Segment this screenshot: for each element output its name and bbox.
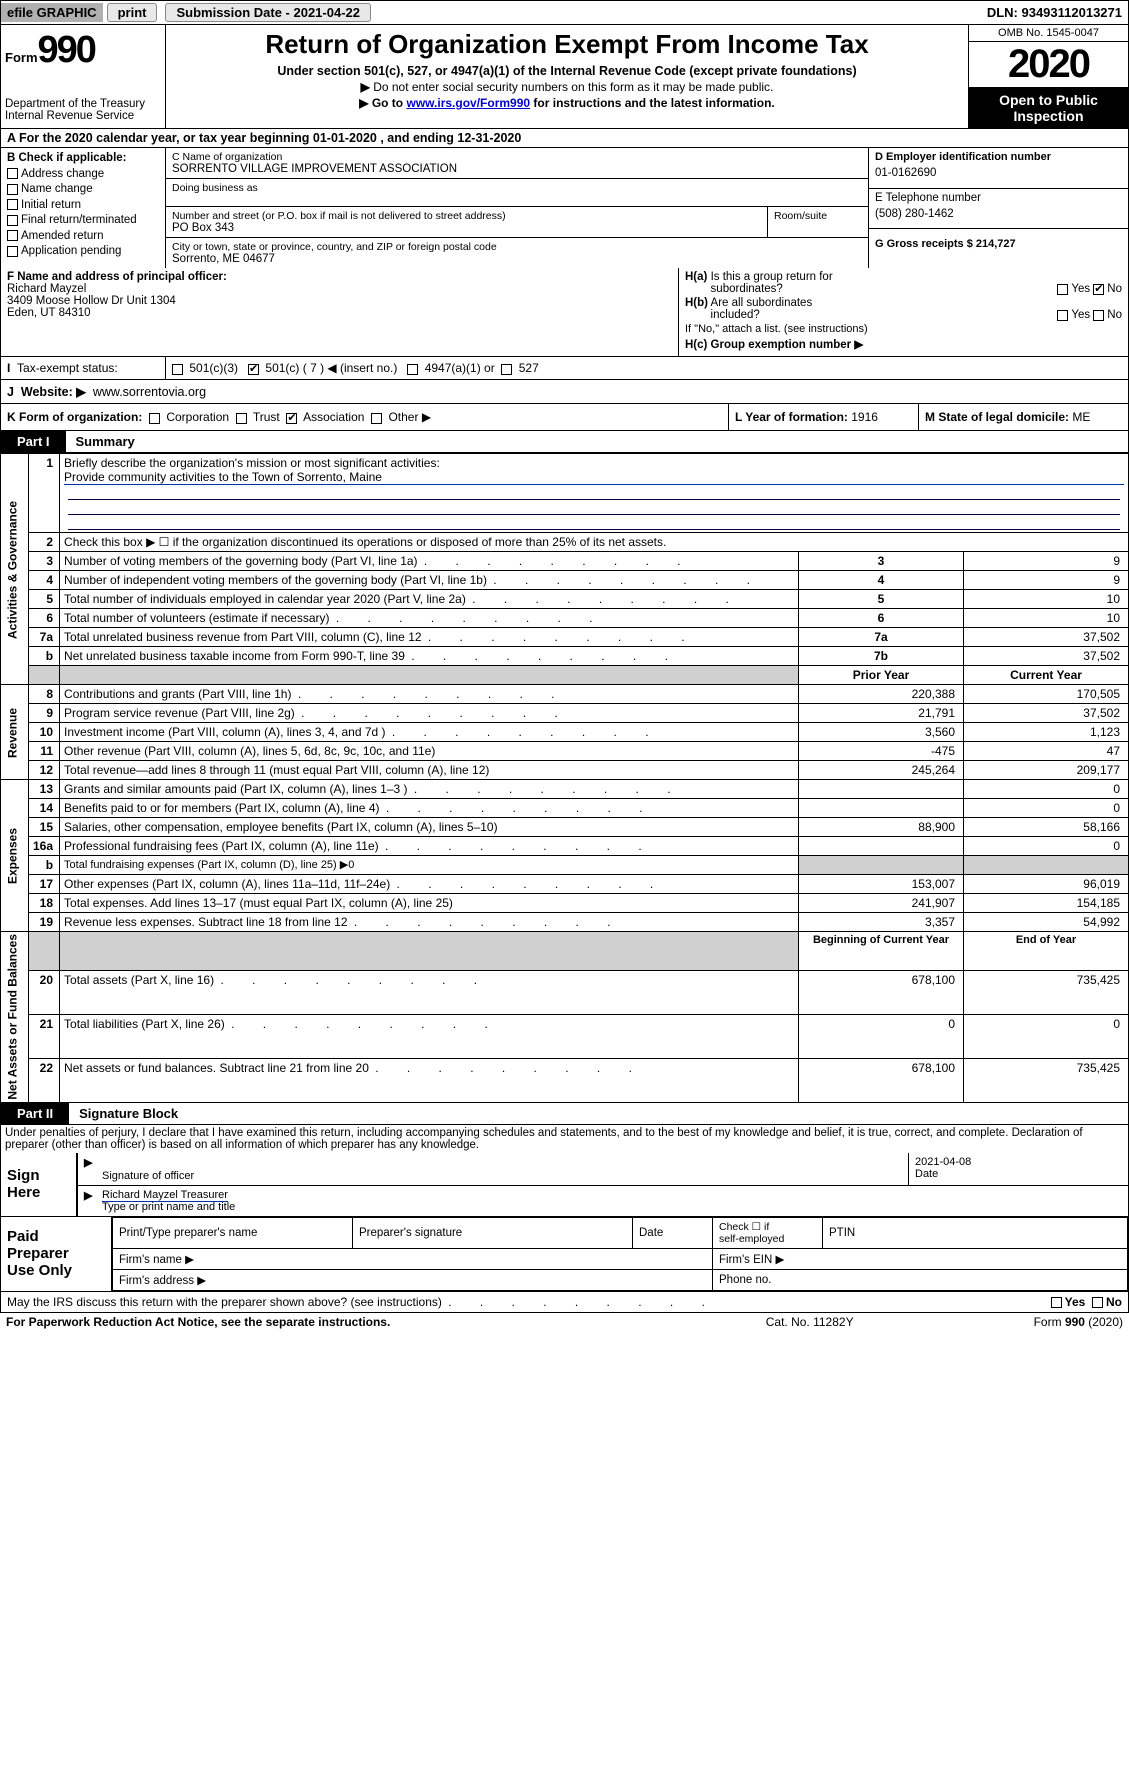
omb-number: OMB No. 1545-0047 [969, 25, 1128, 42]
website-url: www.sorrentovia.org [93, 385, 206, 399]
form-subtitle: Under section 501(c), 527, or 4947(a)(1)… [176, 64, 958, 78]
discuss-row: May the IRS discuss this return with the… [0, 1292, 1129, 1313]
header-right: OMB No. 1545-0047 2020 Open to PublicIns… [968, 25, 1128, 128]
col-c: C Name of organization SORRENTO VILLAGE … [166, 148, 868, 268]
dln-label: DLN: 93493112013271 [981, 3, 1128, 22]
form-header: Form990 Department of the TreasuryIntern… [0, 25, 1129, 129]
footer: For Paperwork Reduction Act Notice, see … [0, 1313, 1129, 1335]
checkbox-icon[interactable] [7, 199, 18, 210]
section-governance: Activities & Governance [1, 454, 29, 685]
submission-date-button[interactable]: Submission Date - 2021-04-22 [165, 3, 371, 22]
principal-officer: F Name and address of principal officer:… [1, 268, 678, 356]
checkbox-icon[interactable] [7, 230, 18, 241]
group-return: H(a) Is this a group return for subordin… [678, 268, 1128, 356]
print-button[interactable]: print [107, 3, 158, 22]
section-revenue: Revenue [1, 685, 29, 780]
checkbox-icon[interactable] [7, 184, 18, 195]
preparer-block: PaidPreparerUse Only Print/Type preparer… [0, 1217, 1129, 1292]
row-klm: K Form of organization: Corporation Trus… [0, 404, 1129, 431]
perjury-text: Under penalties of perjury, I declare th… [0, 1125, 1129, 1153]
open-public: Open to PublicInspection [969, 88, 1128, 128]
col-b: B Check if applicable: Address change Na… [1, 148, 166, 268]
part1-header: Part I Summary [0, 431, 1129, 453]
form-title: Return of Organization Exempt From Incom… [176, 29, 958, 60]
efile-label: efile GRAPHIC [1, 3, 103, 22]
part2-header: Part II Signature Block [0, 1103, 1129, 1125]
irs-link[interactable]: www.irs.gov/Form990 [406, 96, 530, 110]
header-left: Form990 Department of the TreasuryIntern… [1, 25, 166, 128]
dept-label: Department of the TreasuryInternal Reven… [5, 98, 161, 122]
paid-preparer-label: PaidPreparerUse Only [1, 1217, 111, 1291]
header-mid: Return of Organization Exempt From Incom… [166, 25, 968, 128]
org-info-block: B Check if applicable: Address change Na… [0, 148, 1129, 268]
row-fh: F Name and address of principal officer:… [0, 268, 1129, 357]
row-j: J Website: ▶ www.sorrentovia.org [0, 380, 1129, 404]
checkbox-icon[interactable] [7, 168, 18, 179]
sign-here-label: SignHere [1, 1153, 76, 1216]
row-a: A For the 2020 calendar year, or tax yea… [0, 129, 1129, 148]
org-name: SORRENTO VILLAGE IMPROVEMENT ASSOCIATION [172, 163, 862, 175]
ein-value: 01-0162690 [875, 167, 1122, 179]
checkbox-icon[interactable] [7, 215, 18, 226]
gross-receipts: G Gross receipts $ 214,727 [875, 238, 1122, 250]
checkbox-icon[interactable] [7, 246, 18, 257]
org-city: Sorrento, ME 04677 [172, 253, 862, 265]
tax-year: 2020 [969, 42, 1128, 88]
form-number: 990 [38, 29, 95, 71]
row-i: I Tax-exempt status: 501(c)(3) 501(c) ( … [0, 357, 1129, 380]
col-deg: D Employer identification number 01-0162… [868, 148, 1128, 268]
section-netassets: Net Assets or Fund Balances [1, 932, 29, 1103]
mission-text: Provide community activities to the Town… [64, 470, 1124, 485]
signature-block: SignHere ▶ Signature of officer 2021-04-… [0, 1153, 1129, 1217]
telephone: (508) 280-1462 [875, 208, 1122, 220]
org-street: PO Box 343 [172, 222, 761, 234]
form-label: Form [5, 50, 38, 65]
summary-table: Activities & Governance 1 Briefly descri… [0, 453, 1129, 1103]
header-line1: Do not enter social security numbers on … [373, 80, 773, 94]
top-bar: efile GRAPHIC print Submission Date - 20… [0, 0, 1129, 25]
section-expenses: Expenses [1, 780, 29, 932]
sign-date: 2021-04-08 [915, 1156, 971, 1168]
